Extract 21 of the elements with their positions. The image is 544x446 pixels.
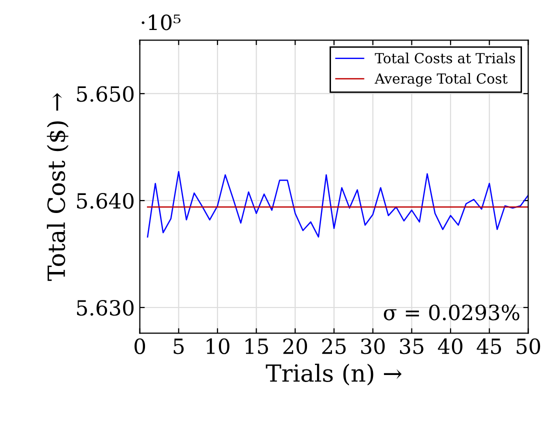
legend-label: Total Costs at Trials — [374, 52, 516, 64]
annotation: σ = 0.0293% — [384, 304, 520, 320]
x-tick-label: 50 — [516, 338, 540, 354]
y-tick-label: 5.640 — [77, 193, 134, 209]
line-series — [146, 171, 528, 238]
x-tick-label: 45 — [476, 338, 502, 354]
x-tick-label: 10 — [206, 338, 230, 354]
x-tick-label: 0 — [134, 338, 146, 354]
x-tick-label: 20 — [283, 338, 308, 354]
y-tick-label: 5.630 — [77, 300, 134, 316]
x-axis-title: Trials (n) → — [266, 364, 402, 386]
y-tick-label: 5.650 — [77, 86, 134, 102]
y-axis-title: Total Cost ($) → — [46, 93, 69, 281]
x-tick-label: 30 — [361, 338, 385, 354]
x-tick-label: 40 — [438, 338, 462, 354]
x-tick-label: 35 — [400, 338, 424, 354]
x-tick-label: 15 — [246, 338, 268, 354]
x-tick-label: 5 — [174, 338, 184, 354]
text: ·10⁵ — [142, 14, 180, 30]
x-tick-label: 25 — [322, 338, 346, 354]
legend-label: Average Total Cost — [374, 73, 508, 87]
